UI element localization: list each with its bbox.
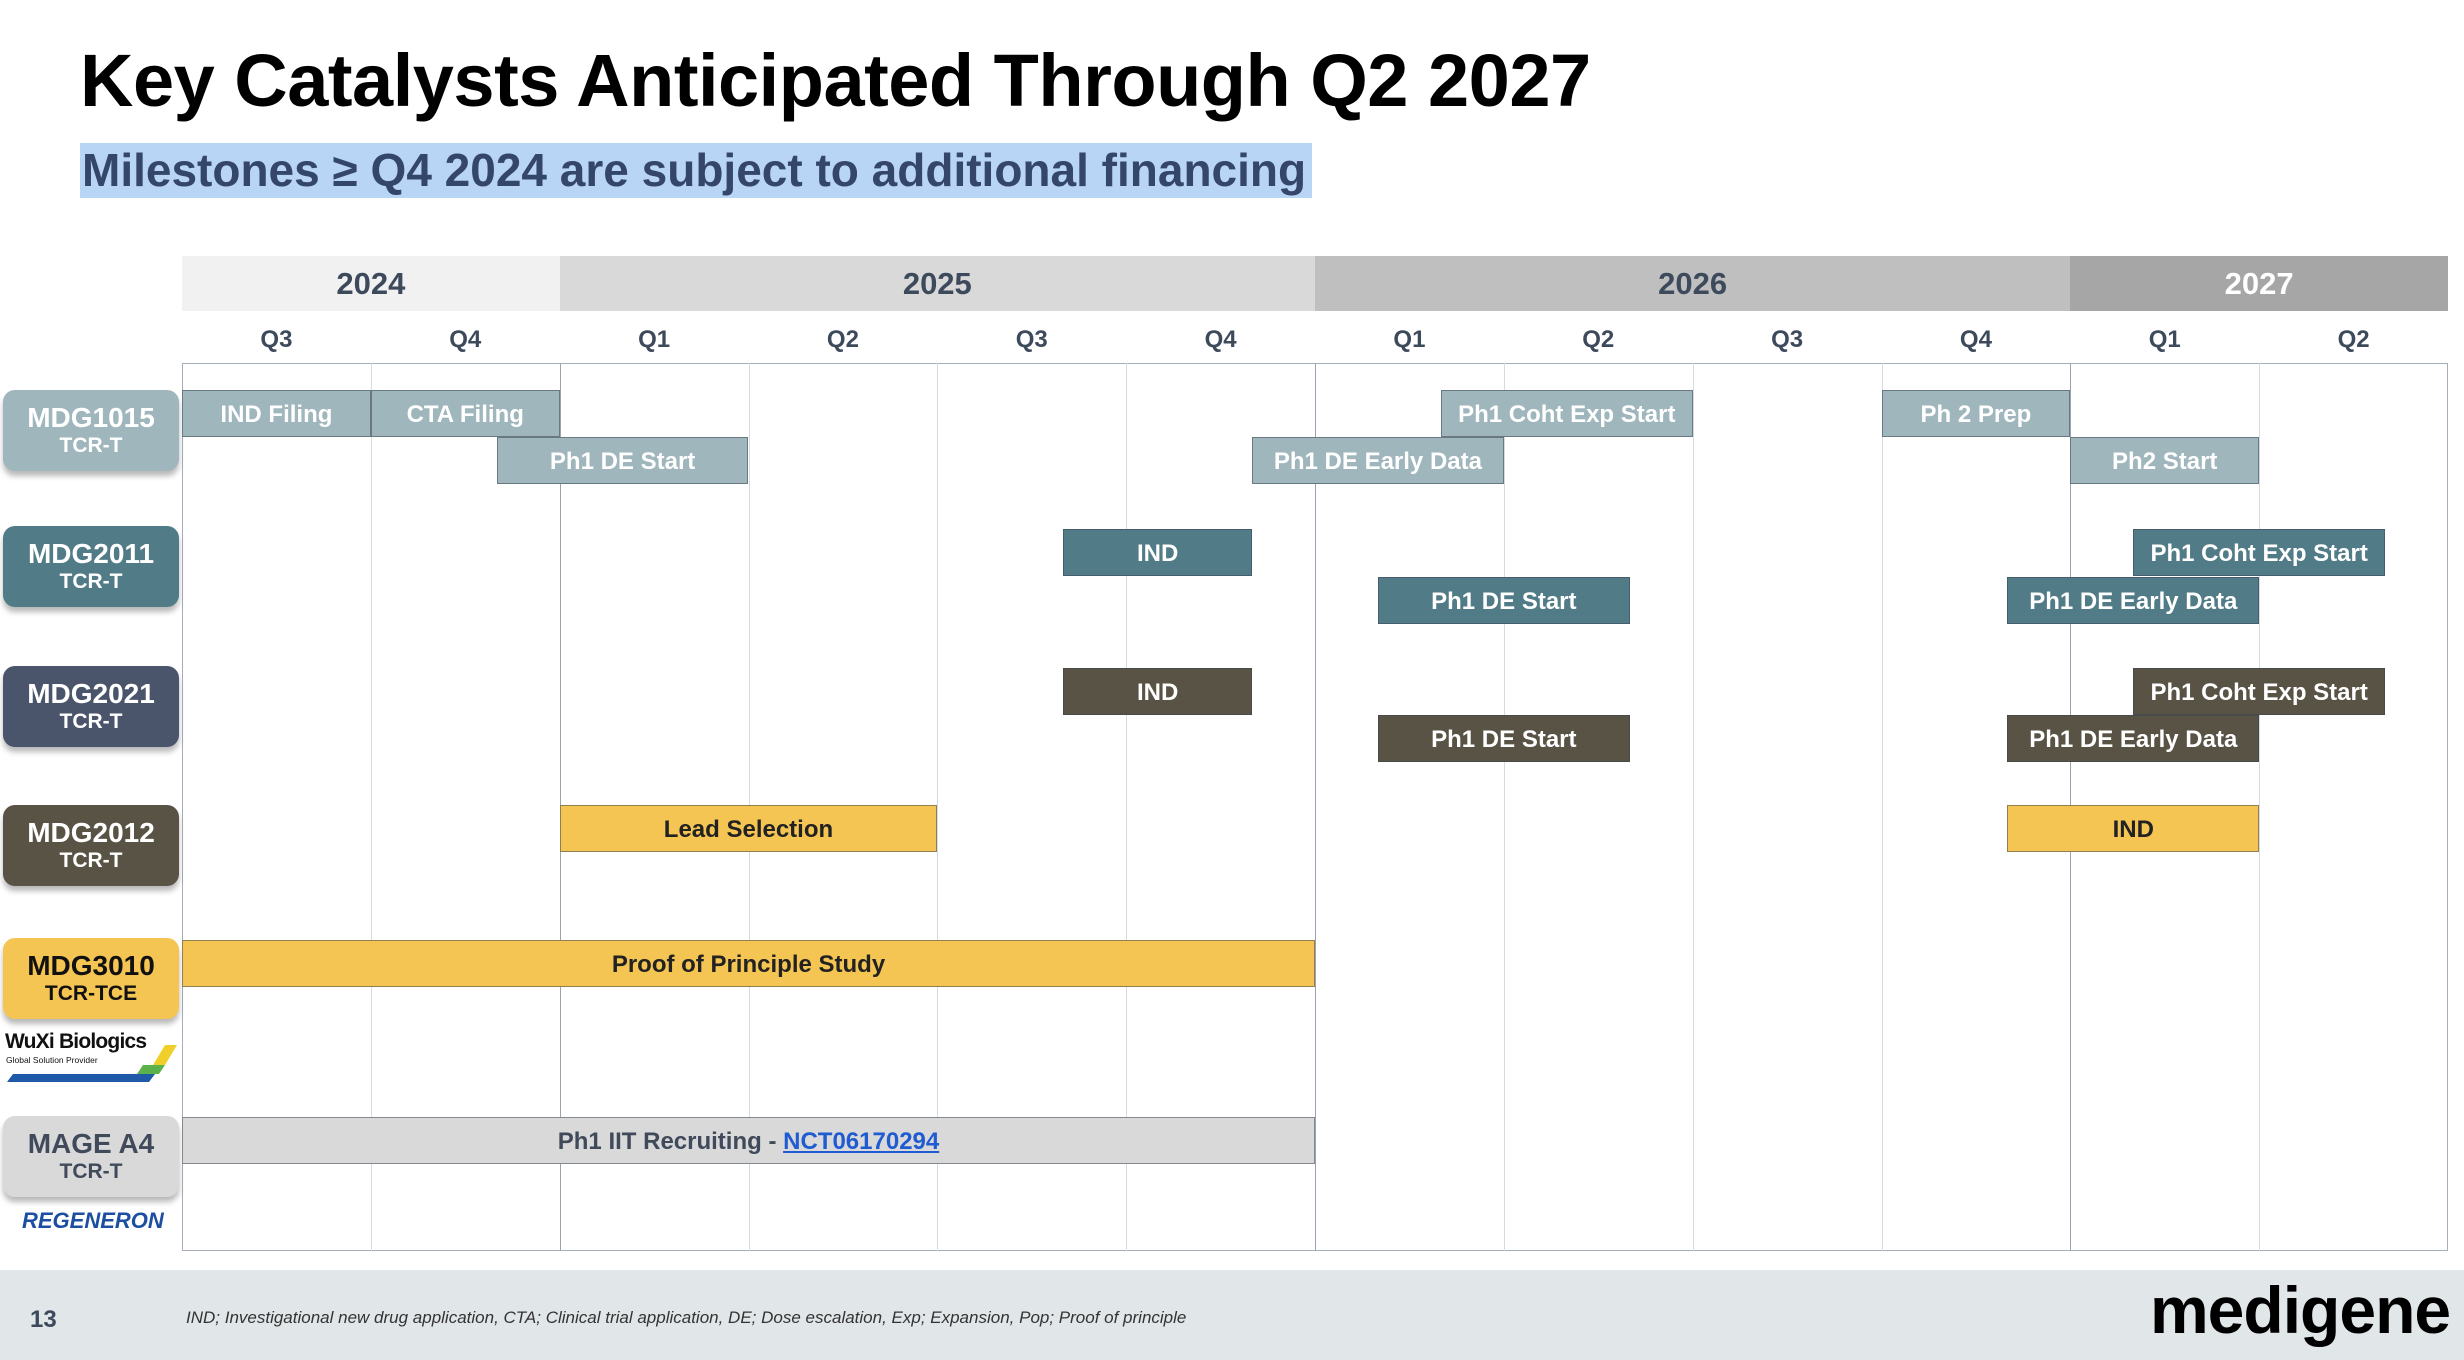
quarter-label: Q1 <box>2148 326 2181 353</box>
footnote: IND; Investigational new drug applicatio… <box>186 1308 1187 1327</box>
footer-band <box>0 1270 2464 1360</box>
program-name: MDG3010 <box>27 950 155 981</box>
milestone-bar: Ph2 Start <box>2070 437 2260 484</box>
program-name: MDG2012 <box>27 817 155 848</box>
program-label-mdg3010: MDG3010 TCR-TCE <box>3 938 179 1019</box>
milestone-label: Ph2 Start <box>2112 448 2218 475</box>
milestone-label: Ph1 DE Early Data <box>2029 588 2238 615</box>
quarter-gridline <box>1126 363 1128 1251</box>
quarter-gridline <box>1315 363 1316 1251</box>
quarter-label: Q4 <box>449 326 482 353</box>
program-modality: TCR-T <box>59 570 123 593</box>
milestone-label: Lead Selection <box>663 816 834 843</box>
milestone-bar: IND <box>1063 668 1253 715</box>
milestone-label: Proof of Principle Study <box>611 951 886 978</box>
milestone-label: Ph1 DE Early Data <box>1273 448 1482 475</box>
program-label-mdg2021: MDG2021 TCR-T <box>3 666 179 747</box>
program-modality: TCR-T <box>59 1160 123 1183</box>
page-title: Key Catalysts Anticipated Through Q2 202… <box>80 39 1591 122</box>
page-number: 13 <box>30 1306 57 1333</box>
milestone-bar: IND Filing <box>182 390 371 437</box>
milestone-bar: Ph1 Coht Exp Start <box>2133 529 2386 576</box>
program-modality: TCR-T <box>59 434 123 457</box>
wuxi-logo-text: WuXi Biologics <box>5 1030 147 1053</box>
quarter-label: Q4 <box>1204 326 1237 353</box>
wuxi-stripe-icon <box>7 1045 177 1082</box>
milestone-bar: Ph1 IIT Recruiting - NCT06170294 <box>182 1117 1315 1164</box>
milestone-bar: Ph1 DE Start <box>1377 577 1630 624</box>
milestone-bar: IND <box>2007 805 2260 852</box>
quarter-gridline <box>2259 363 2261 1251</box>
program-modality: TCR-T <box>59 710 123 733</box>
milestone-label: Ph1 Coht Exp Start <box>2150 540 2368 567</box>
program-label-mdg1015: MDG1015 TCR-T <box>3 390 179 471</box>
milestone-label: IND <box>1136 679 1179 706</box>
quarter-label: Q3 <box>1015 326 1048 353</box>
milestone-bar: Ph 2 Prep <box>1881 390 2071 437</box>
milestone-label: Ph1 Coht Exp Start <box>2150 679 2368 706</box>
program-modality: TCR-T <box>59 849 123 872</box>
quarter-label: Q1 <box>1393 326 1426 353</box>
milestone-bar: Proof of Principle Study <box>182 940 1315 987</box>
year-header-2025: 2025 <box>559 256 1315 311</box>
milestone-bar: Ph1 DE Early Data <box>2007 715 2260 762</box>
quarter-label: Q4 <box>1959 326 1992 353</box>
program-label-mdg2011: MDG2011 TCR-T <box>3 526 179 607</box>
quarter-label: Q3 <box>1771 326 1804 353</box>
milestone-label: IND Filing <box>220 401 333 428</box>
milestone-bar: Ph1 DE Early Data <box>2007 577 2260 624</box>
milestone-label: Ph1 IIT Recruiting - <box>557 1128 784 1155</box>
milestone-bar: Ph1 DE Start <box>496 437 749 484</box>
milestone-bar: Ph1 Coht Exp Start <box>2133 668 2386 715</box>
milestone-label: Ph 2 Prep <box>1920 401 2032 428</box>
year-header-2027: 2027 <box>2070 256 2448 311</box>
milestone-bar: Ph1 Coht Exp Start <box>1440 390 1693 437</box>
year-header-2024: 2024 <box>182 256 560 311</box>
milestone-label: Ph1 DE Start <box>1431 588 1577 615</box>
program-name: MDG2011 <box>27 538 155 569</box>
program-label-mdg2012: MDG2012 TCR-T <box>3 805 179 886</box>
milestone-label: Ph1 DE Start <box>549 448 696 475</box>
milestone-label: IND <box>1136 540 1179 567</box>
quarter-gridline <box>1503 363 1505 1251</box>
quarter-label: Q3 <box>260 326 293 353</box>
milestone-label: Ph1 DE Early Data <box>2029 726 2238 753</box>
quarter-label: Q2 <box>826 326 859 353</box>
milestone-bar: Lead Selection <box>559 805 938 852</box>
medigene-logo: medigene <box>2150 1273 2451 1347</box>
quarter-label: Q2 <box>2337 326 2370 353</box>
program-label-mage-a4: MAGE A4 TCR-T <box>3 1116 179 1197</box>
milestone-label: CTA Filing <box>406 401 524 428</box>
clinical-trial-link[interactable]: NCT06170294 <box>783 1128 940 1155</box>
milestone-bar: CTA Filing <box>370 390 560 437</box>
milestone-bar: Ph1 DE Start <box>1377 715 1630 762</box>
program-name: MAGE A4 <box>27 1128 155 1159</box>
regeneron-logo: REGENERON <box>22 1208 164 1233</box>
quarter-gridline <box>1881 363 1883 1251</box>
milestone-bar: Ph1 DE Early Data <box>1252 437 1504 484</box>
quarter-label: Q2 <box>1582 326 1615 353</box>
milestone-bar: IND <box>1063 529 1253 576</box>
wuxi-logo-tagline: Global Solution Provider <box>6 1055 98 1065</box>
milestone-label: IND <box>2112 816 2154 843</box>
program-modality: TCR-TCE <box>44 982 138 1005</box>
wuxi-biologics-logo: WuXi Biologics Global Solution Provider <box>5 1030 183 1082</box>
quarter-gridline <box>937 363 939 1251</box>
year-header-2026: 2026 <box>1315 256 2071 311</box>
program-name: MDG2021 <box>27 678 155 709</box>
quarter-label: Q1 <box>638 326 671 353</box>
page-subtitle: Milestones ≥ Q4 2024 are subject to addi… <box>80 143 1313 198</box>
milestone-label: Ph1 Coht Exp Start <box>1458 401 1676 428</box>
quarter-gridline <box>370 363 372 1251</box>
program-name: MDG1015 <box>27 402 155 433</box>
quarter-gridline <box>1692 363 1694 1251</box>
milestone-label: Ph1 DE Start <box>1431 726 1577 753</box>
